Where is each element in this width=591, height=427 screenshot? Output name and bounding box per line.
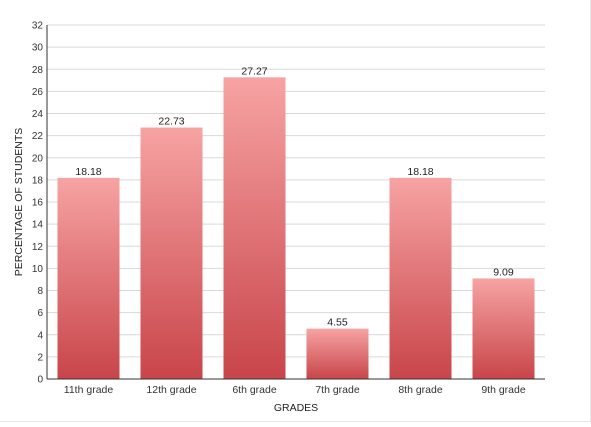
bar <box>223 77 286 379</box>
x-category-label: 12th grade <box>146 384 196 396</box>
x-category-label: 8th grade <box>398 384 443 396</box>
y-tick-label: 14 <box>32 220 44 231</box>
y-tick-label: 10 <box>32 264 44 275</box>
bars <box>57 77 535 379</box>
x-axis-title: GRADES <box>274 402 318 414</box>
data-labels: 18.18 22.73 27.27 4.55 18.18 9.09 <box>75 65 514 328</box>
data-label: 22.73 <box>158 116 184 128</box>
bar <box>306 328 369 379</box>
y-tick-label: 12 <box>32 242 44 253</box>
y-tick-label: 16 <box>32 198 44 209</box>
y-tick-label: 22 <box>32 131 44 142</box>
data-label: 4.55 <box>327 317 348 329</box>
data-label: 18.18 <box>75 166 101 178</box>
y-axis-title: PERCENTAGE OF STUDENTS <box>13 128 25 277</box>
y-tick-label: 4 <box>37 330 43 341</box>
y-tick-label: 8 <box>37 286 43 297</box>
y-tick-label: 6 <box>37 308 43 319</box>
bar <box>472 278 535 379</box>
x-category-label: 6th grade <box>232 384 277 396</box>
y-tick-label: 30 <box>32 43 44 54</box>
y-tick-label: 24 <box>32 109 44 120</box>
y-tick-label: 32 <box>32 21 44 32</box>
x-category-label: 7th grade <box>315 384 360 396</box>
bar <box>57 177 120 379</box>
data-label: 27.27 <box>241 65 267 77</box>
data-label: 18.18 <box>407 166 433 178</box>
x-category-label: 11th grade <box>64 384 114 396</box>
y-tick-label: 20 <box>32 153 44 164</box>
data-label: 9.09 <box>493 266 514 278</box>
y-tick-label: 0 <box>37 375 43 386</box>
x-axis-categories: 11th grade 12th grade 6th grade 7th grade 8t… <box>64 384 526 396</box>
y-tick-label: 18 <box>32 175 44 186</box>
y-tick-label: 28 <box>32 65 44 76</box>
axes <box>46 25 545 380</box>
x-category-label: 9th grade <box>481 384 526 396</box>
bar <box>140 127 203 379</box>
y-tick-label: 2 <box>37 352 43 363</box>
gridlines <box>47 24 545 358</box>
bar <box>389 177 452 379</box>
y-tick-label: 26 <box>32 87 44 98</box>
